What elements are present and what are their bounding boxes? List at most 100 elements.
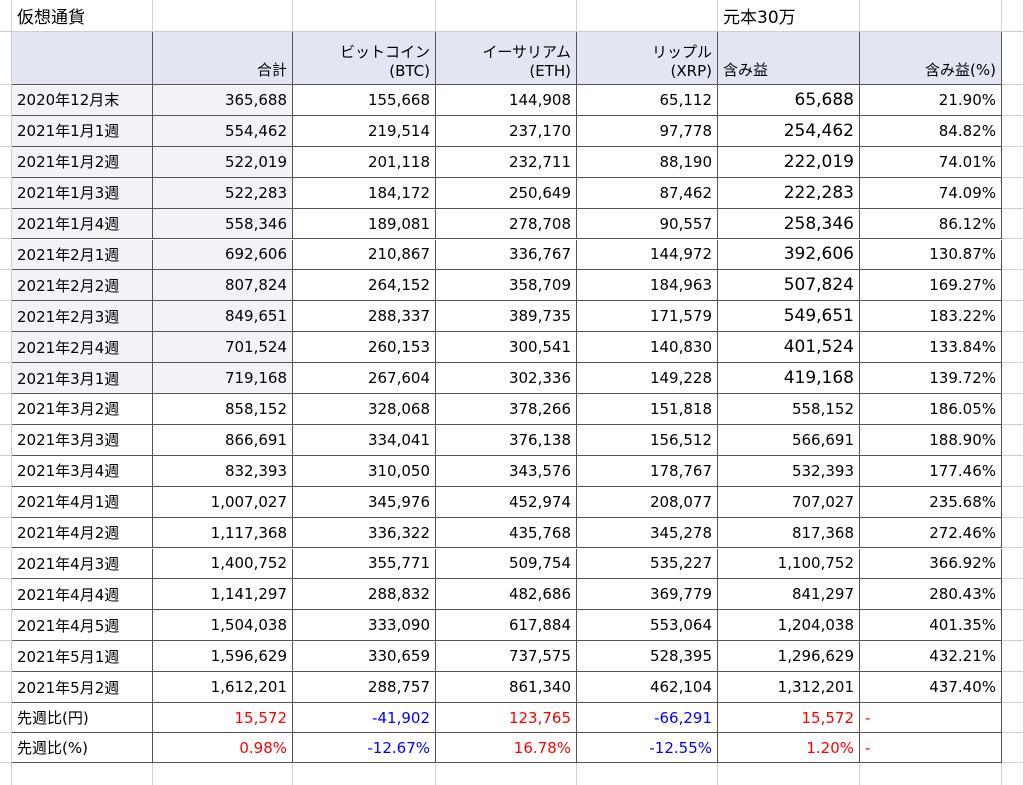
principal-note: 元本30万 [718,0,860,32]
value-cell: 435,768 [436,517,577,549]
value-cell: 535,227 [577,548,718,580]
value-cell: 701,524 [153,332,293,364]
change-cell: - [860,703,1002,733]
empty-cell [1002,610,1024,642]
value-cell: 189,081 [293,208,436,240]
empty-cell [0,394,12,425]
row-label: 先週比(円) [12,703,153,733]
empty-cell [0,455,12,487]
empty-cell [0,579,12,611]
empty-cell [0,610,12,642]
value-cell: 401,524 [718,332,860,364]
header-text: ビットコイン [339,43,430,61]
empty-cell [12,763,153,785]
value-cell: 554,462 [153,115,293,147]
empty-cell [0,332,12,364]
value-cell: 482,686 [436,579,577,611]
empty-cell [860,763,1002,785]
value-cell: 97,778 [577,115,718,147]
value-cell: 553,064 [577,610,718,642]
empty-cell [0,208,12,240]
header-cell: 含み益(%) [860,32,1002,85]
value-cell: 278,708 [436,208,577,240]
value-cell: 144,908 [436,85,577,116]
value-cell: 522,283 [153,177,293,209]
value-cell: 832,393 [153,455,293,487]
empty-cell [1002,363,1024,394]
empty-cell [1002,270,1024,302]
value-cell: 336,767 [436,239,577,271]
change-cell: 1.20% [718,733,860,763]
value-cell: 222,283 [718,177,860,209]
empty-cell [1002,239,1024,271]
row-label: 2021年4月4週 [12,579,153,611]
value-cell: 617,884 [436,610,577,642]
value-cell: 235.68% [860,486,1002,518]
header-text: (ETH) [529,62,571,80]
empty-cell [577,763,718,785]
value-cell: 355,771 [293,548,436,580]
value-cell: 528,395 [577,641,718,673]
value-cell: 532,393 [718,455,860,487]
empty-cell [0,363,12,394]
empty-cell [1002,641,1024,673]
value-cell: 336,322 [293,517,436,549]
header-text: (BTC) [389,62,430,80]
row-label: 2021年1月1週 [12,115,153,147]
value-cell: 1,204,038 [718,610,860,642]
row-label: 2021年4月1週 [12,486,153,518]
row-label: 2020年12月末 [12,85,153,116]
empty-cell [577,0,718,32]
value-cell: 378,266 [436,394,577,425]
value-cell: 841,297 [718,579,860,611]
value-cell: 254,462 [718,115,860,147]
value-cell: 358,709 [436,270,577,302]
header-cell: 合計 [153,32,293,85]
empty-cell [1002,455,1024,487]
change-cell: -12.55% [577,733,718,763]
value-cell: 155,668 [293,85,436,116]
header-cell: リップル (XRP) [577,32,718,85]
row-label: 2021年4月5週 [12,610,153,642]
value-cell: 140,830 [577,332,718,364]
value-cell: 333,090 [293,610,436,642]
empty-cell [436,763,577,785]
header-cell: イーサリアム (ETH) [436,32,577,85]
value-cell: 437.40% [860,672,1002,703]
empty-cell [1002,424,1024,456]
value-cell: 1,312,201 [718,672,860,703]
value-cell: 219,514 [293,115,436,147]
header-text: イーサリアム [482,43,571,61]
empty-cell [1002,733,1024,763]
value-cell: 74.01% [860,146,1002,178]
value-cell: 300,541 [436,332,577,364]
value-cell: 807,824 [153,270,293,302]
empty-cell [1002,703,1024,733]
value-cell: 389,735 [436,301,577,333]
empty-cell [1002,672,1024,703]
value-cell: 345,278 [577,517,718,549]
value-cell: 1,612,201 [153,672,293,703]
row-label: 2021年3月1週 [12,363,153,394]
row-label: 2021年2月4週 [12,332,153,364]
value-cell: 232,711 [436,146,577,178]
value-cell: 432.21% [860,641,1002,673]
value-cell: 186.05% [860,394,1002,425]
value-cell: 334,041 [293,424,436,456]
value-cell: 90,557 [577,208,718,240]
value-cell: 130.87% [860,239,1002,271]
value-cell: 288,757 [293,672,436,703]
value-cell: 87,462 [577,177,718,209]
value-cell: 1,296,629 [718,641,860,673]
value-cell: 692,606 [153,239,293,271]
row-label: 先週比(%) [12,733,153,763]
value-cell: 65,112 [577,85,718,116]
change-cell: - [860,733,1002,763]
value-cell: 849,651 [153,301,293,333]
value-cell: 151,818 [577,394,718,425]
value-cell: 343,576 [436,455,577,487]
value-cell: 84.82% [860,115,1002,147]
value-cell: 260,153 [293,332,436,364]
row-label: 2021年2月2週 [12,270,153,302]
